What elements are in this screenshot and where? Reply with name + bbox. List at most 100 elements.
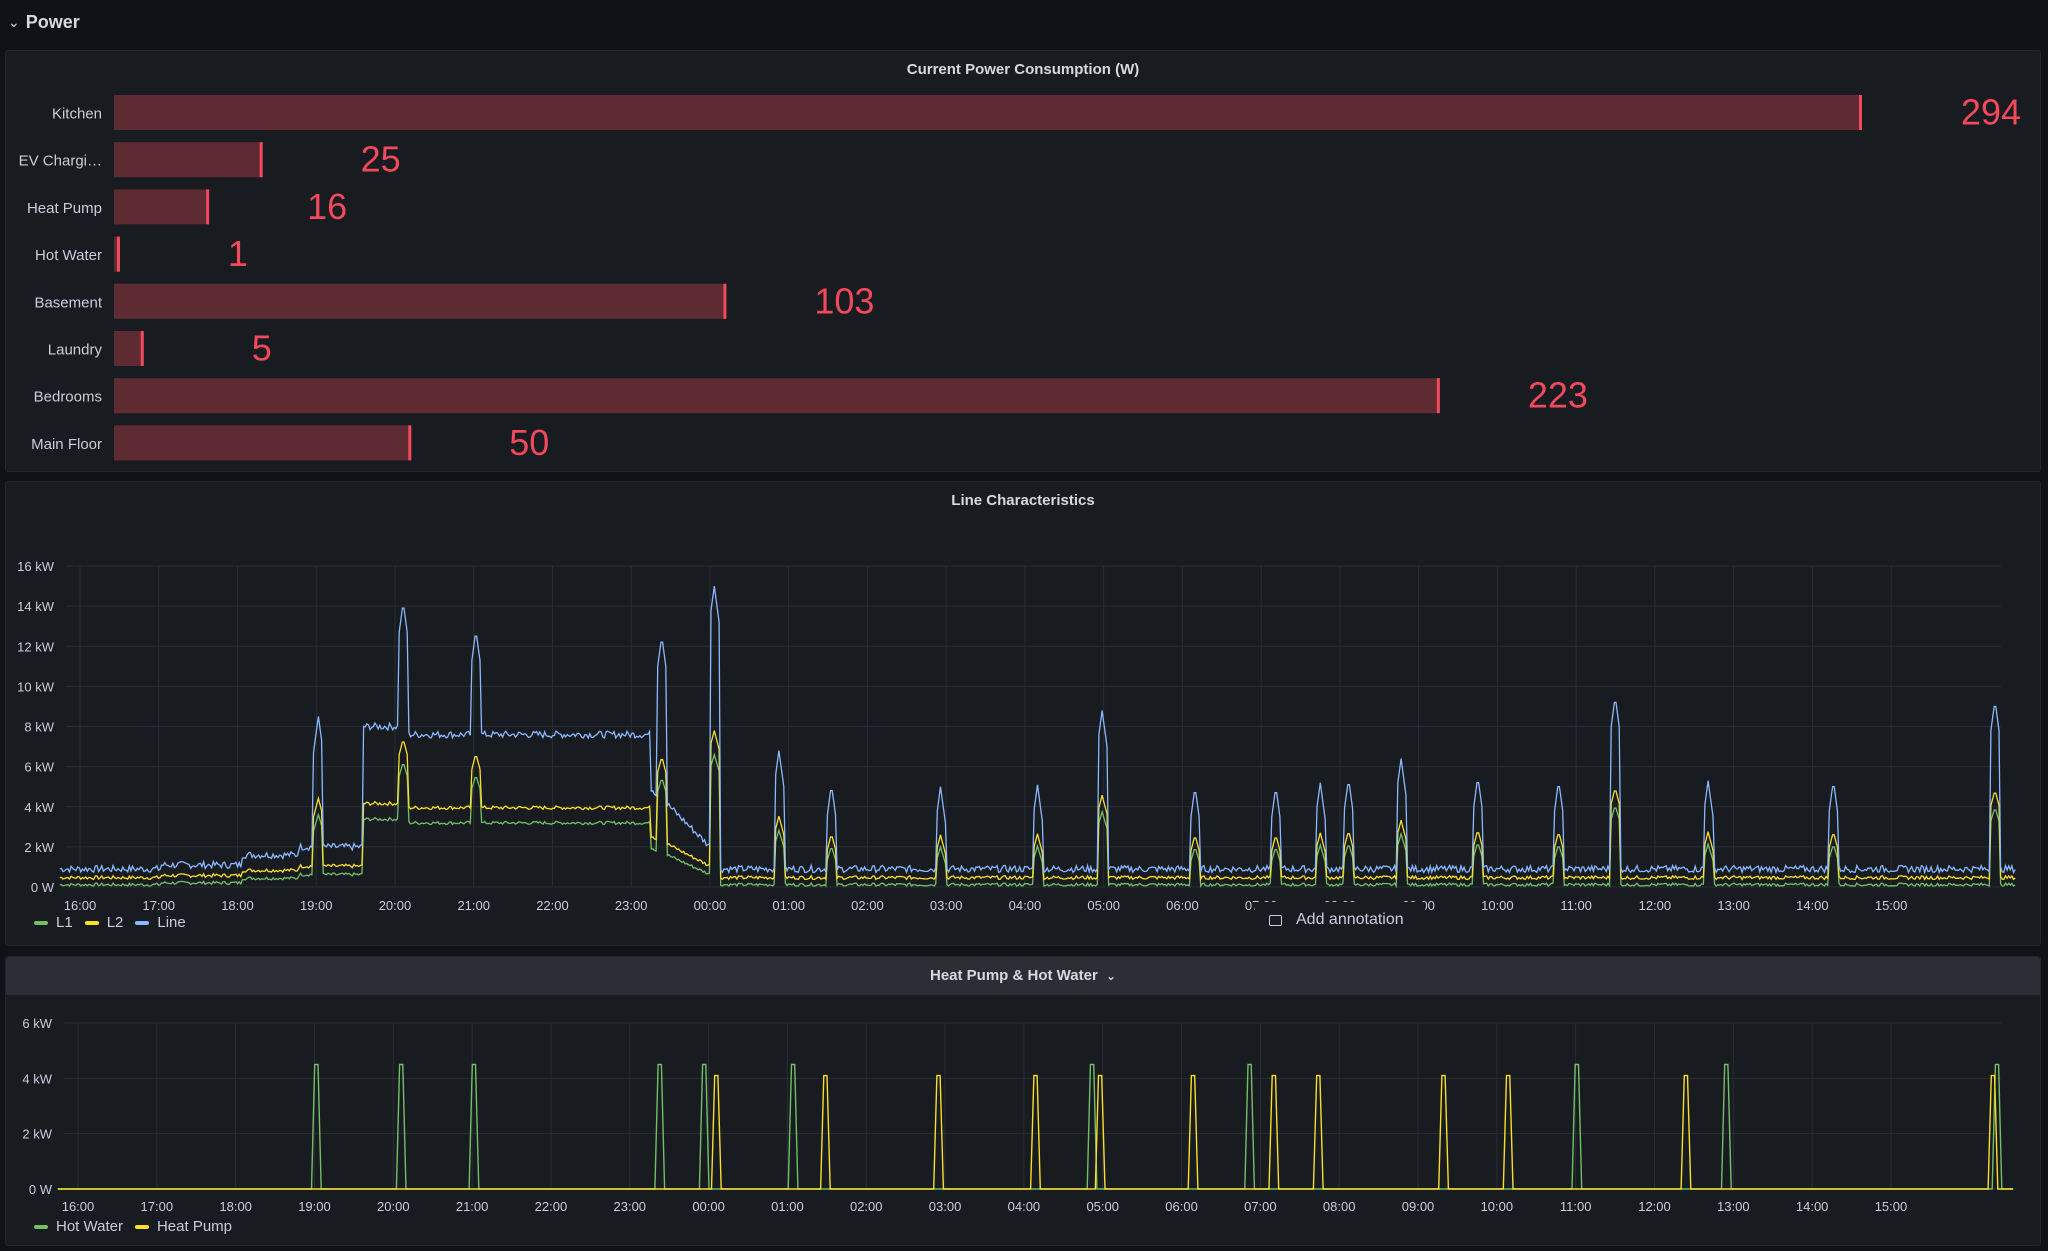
x-tick-label: 10:00 (1481, 1199, 1514, 1214)
x-tick-label: 21:00 (457, 898, 490, 913)
heat-pump-panel[interactable]: Heat Pump & Hot Water ⌄ 0 W 2 kW 4 kW 6 kW 1… (5, 956, 2041, 1246)
x-tick-label: 15:00 (1875, 1199, 1908, 1214)
x-tick-label: 13:00 (1717, 1199, 1750, 1214)
bar-value: 1 (228, 233, 248, 274)
x-tick-label: 22:00 (536, 898, 569, 913)
x-tick-label: 15:00 (1875, 898, 1908, 913)
x-tick-label: 03:00 (930, 898, 963, 913)
x-tick-label: 06:00 (1165, 1199, 1198, 1214)
bar (114, 189, 210, 225)
bar-edge (259, 142, 263, 178)
x-tick-label: 10:00 (1481, 898, 1514, 913)
x-tick-label: 16:00 (64, 898, 97, 913)
bar-label: Main Floor (31, 436, 102, 453)
x-tick-label: 08:00 (1323, 1199, 1356, 1214)
bar-edge (206, 189, 210, 225)
bar-label: EV Chargi… (19, 153, 102, 170)
x-tick-label: 11:00 (1560, 898, 1592, 913)
x-tick-label: 19:00 (298, 1199, 331, 1214)
legend-item[interactable]: Heat Pump (134, 1218, 232, 1235)
line-chart: 0 W 2 kW 4 kW 6 kW 8 kW 10 kW 12 kW 14 kW 16 kW 1… (17, 559, 2016, 913)
x-tick-label: 04:00 (1009, 898, 1042, 913)
y-tick-label: 0 W (29, 1182, 53, 1197)
bar-gauge-panel[interactable]: Current Power Consumption (W) Kitchen 294… (5, 50, 2041, 472)
x-tick-label: 04:00 (1008, 1199, 1041, 1214)
x-tick-label: 17:00 (142, 898, 175, 913)
bar-label: Kitchen (52, 106, 102, 123)
x-tick-label: 18:00 (219, 1199, 252, 1214)
bar-value: 50 (509, 422, 549, 463)
bar-value: 16 (307, 186, 347, 227)
series-line-hot-water (57, 1063, 2014, 1190)
legend-item[interactable]: L2 (84, 914, 124, 931)
x-tick-label: 02:00 (851, 898, 884, 913)
add-annotation-button[interactable]: Add annotation (1255, 902, 1425, 938)
x-tick-label: 22:00 (535, 1199, 568, 1214)
bar-edge (1436, 378, 1440, 414)
bar (114, 283, 727, 319)
legend-item[interactable]: Hot Water (34, 1218, 123, 1235)
bar-value: 103 (814, 280, 874, 321)
series-line-line (59, 586, 2016, 875)
y-tick-label: 6 kW (22, 1016, 52, 1031)
line-chart-panel[interactable]: Line Characteristics 0 W 2 kW 4 kW 6 kW 8 kW… (5, 481, 2041, 946)
legend-label: L1 (56, 914, 73, 931)
y-tick-label: 16 kW (17, 559, 55, 574)
bar-value: 223 (1528, 375, 1588, 416)
chevron-down-icon[interactable]: ⌄ (8, 13, 20, 30)
series-line-heat-pump (57, 1074, 2014, 1190)
bar (114, 425, 412, 461)
panel-title-wrap[interactable]: Heat Pump & Hot Water ⌄ (6, 967, 2040, 984)
bar-label: Laundry (48, 342, 103, 359)
legend-item[interactable]: Line (135, 914, 186, 931)
panel-header[interactable] (6, 957, 2040, 995)
x-tick-label: 14:00 (1796, 898, 1829, 913)
bar-label: Hot Water (35, 247, 102, 264)
series-line-l1 (59, 752, 2016, 889)
row-header-power[interactable]: ⌄ Power (0, 0, 2048, 44)
bar (114, 331, 144, 366)
y-tick-label: 8 kW (24, 720, 54, 735)
bar-value: 5 (252, 328, 272, 369)
series-line-l2 (59, 730, 2016, 882)
x-tick-label: 21:00 (456, 1199, 489, 1214)
y-tick-label: 4 kW (22, 1071, 52, 1086)
y-tick-label: 0 W (31, 880, 55, 895)
x-tick-label: 11:00 (1560, 1199, 1592, 1214)
add-annotation-label: Add annotation (1296, 911, 1404, 928)
legend-swatch (84, 920, 99, 925)
x-tick-label: 20:00 (379, 898, 412, 913)
bar-value: 25 (361, 139, 401, 180)
panel-title: Heat Pump & Hot Water (929, 967, 1098, 984)
legend-swatch (34, 920, 48, 925)
y-tick-label: 14 kW (17, 599, 55, 614)
y-tick-label: 6 kW (24, 760, 54, 775)
x-tick-label: 12:00 (1639, 898, 1672, 913)
y-tick-label: 2 kW (22, 1127, 52, 1142)
legend-label: L2 (106, 914, 124, 931)
x-tick-label: 05:00 (1086, 1199, 1119, 1214)
x-tick-label: 01:00 (771, 1199, 804, 1214)
bar-edge (1859, 95, 1862, 130)
x-tick-label: 09:00 (1402, 1199, 1435, 1214)
bar-value: 294 (1961, 92, 2021, 133)
panel-title: Line Characteristics (951, 492, 1095, 509)
panel-title: Current Power Consumption (W) (906, 61, 1140, 78)
bar-edge (723, 283, 727, 319)
x-tick-label: 20:00 (377, 1199, 410, 1214)
comment-icon (1269, 914, 1282, 926)
bar-edge (116, 236, 120, 272)
chevron-down-icon: ⌄ (1105, 969, 1117, 983)
x-tick-label: 06:00 (1166, 898, 1199, 913)
x-tick-label: 18:00 (221, 898, 254, 913)
legend-label: Hot Water (56, 1218, 123, 1235)
x-tick-label: 00:00 (694, 898, 727, 913)
x-tick-label: 12:00 (1638, 1199, 1671, 1214)
x-tick-label: 16:00 (62, 1199, 95, 1214)
x-tick-label: 00:00 (692, 1199, 725, 1214)
legend-item[interactable]: L1 (34, 914, 73, 931)
bar (114, 142, 263, 178)
x-tick-label: 23:00 (614, 1199, 647, 1214)
y-tick-label: 10 kW (17, 679, 55, 694)
legend-swatch (34, 1224, 48, 1229)
